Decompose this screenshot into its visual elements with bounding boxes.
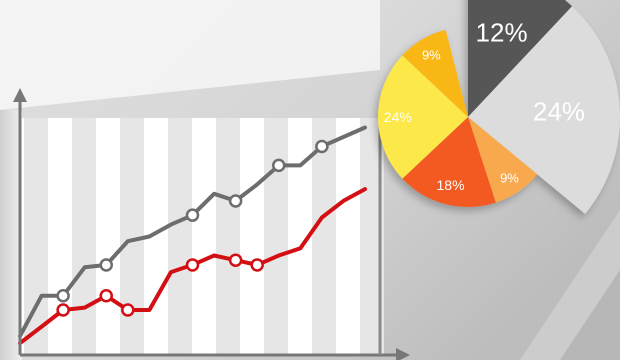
plot-stripe	[264, 118, 288, 355]
series-1-point-marker	[56, 289, 70, 303]
plot-stripes	[24, 118, 384, 355]
pie-slice-3-label: 9%	[500, 171, 519, 186]
pie-slice-4-label: 18%	[437, 177, 465, 193]
pie-slice-2-label: 24%	[533, 96, 585, 126]
pie-slice-5	[378, 55, 468, 179]
series-1-point-marker	[185, 208, 200, 222]
series-1-point-marker	[99, 258, 113, 272]
series-2-point-marker	[250, 258, 264, 272]
pie-slice-2	[468, 6, 620, 214]
pie-slice-3	[468, 117, 538, 203]
series-1-point-marker	[272, 158, 286, 173]
series-2-point-marker	[56, 303, 70, 317]
line-chart-panel	[13, 88, 410, 360]
pie-chart	[378, 0, 620, 214]
series-1-point-marker	[228, 194, 243, 208]
pie-slice-6	[402, 29, 468, 117]
series-1-point-marker	[315, 139, 329, 154]
pie-slice-5-label: 24%	[384, 109, 412, 125]
series-2-point-marker	[228, 253, 243, 267]
pie-slice-1-label: 12%	[476, 17, 528, 47]
pie-slice-1	[468, 0, 573, 117]
series-2-point-marker	[121, 303, 135, 317]
plot-stripe	[312, 118, 336, 355]
series-2-point-marker	[99, 289, 113, 303]
plot-stripe	[216, 118, 240, 355]
plot-stripe	[24, 118, 48, 355]
line-series-group	[18, 125, 367, 346]
plot-stripe	[72, 118, 96, 355]
pie-slice-6-label: 9%	[422, 48, 441, 63]
x-axis	[20, 348, 410, 360]
series-2-point-marker	[185, 258, 200, 272]
pie-labels: 12% 24% 9% 18% 24% 9%	[384, 17, 585, 193]
y-axis	[13, 88, 27, 355]
pie-slice-4	[402, 117, 496, 207]
plot-stripe	[168, 118, 192, 355]
